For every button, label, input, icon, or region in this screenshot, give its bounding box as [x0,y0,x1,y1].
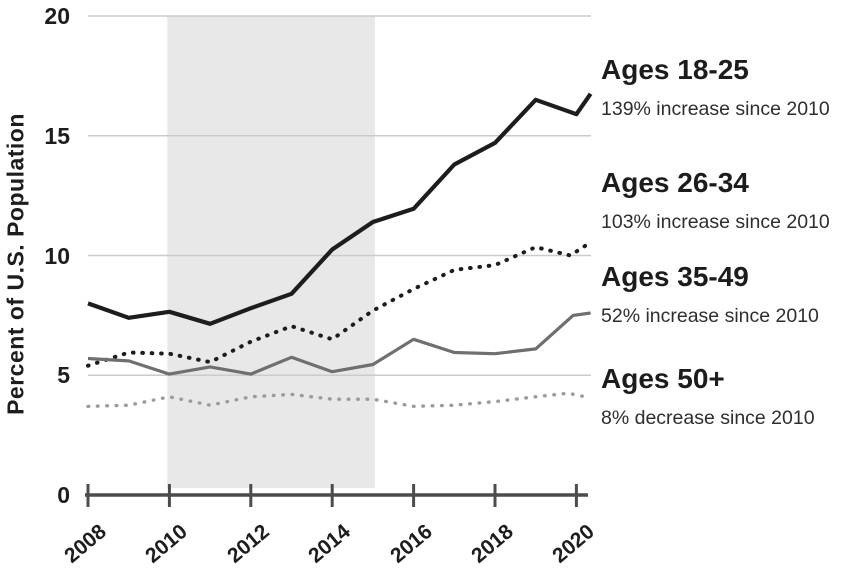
legend-subtitle: 52% increase since 2010 [601,305,819,327]
y-tick-label-20: 20 [44,3,70,29]
y-tick-label-5: 5 [57,362,70,389]
y-tick-label-0: 0 [57,482,70,508]
legend-subtitle: 8% decrease since 2010 [601,407,815,429]
y-tick-label-10: 10 [44,242,70,269]
series-line-ages-26-34 [86,240,593,368]
legend-subtitle: 103% increase since 2010 [601,211,830,233]
legend-subtitle: 139% increase since 2010 [601,98,830,120]
y-tick-label-15: 15 [44,122,70,149]
series-line-ages-18-25 [87,92,593,326]
legend-title: Ages 18-25 [601,54,749,85]
legend-title: Ages 50+ [601,363,725,394]
legend-group-ages-35-49: Ages 35-49 52% increase since 2010 [601,261,819,328]
legend-group-ages-26-34: Ages 26-34 103% increase since 2010 [601,167,830,234]
legend-group-ages-18-25: Ages 18-25 139% increase since 2010 [601,54,830,121]
legend-title: Ages 26-34 [601,167,749,198]
series-legend: Ages 18-25 139% increase since 2010 Ages… [601,0,851,576]
legend-group-ages-50-plus: Ages 50+ 8% decrease since 2010 [601,363,815,430]
shaded-band-2010-2015 [167,16,375,488]
series-line-ages-35-49 [87,311,591,376]
legend-title: Ages 35-49 [601,261,749,292]
